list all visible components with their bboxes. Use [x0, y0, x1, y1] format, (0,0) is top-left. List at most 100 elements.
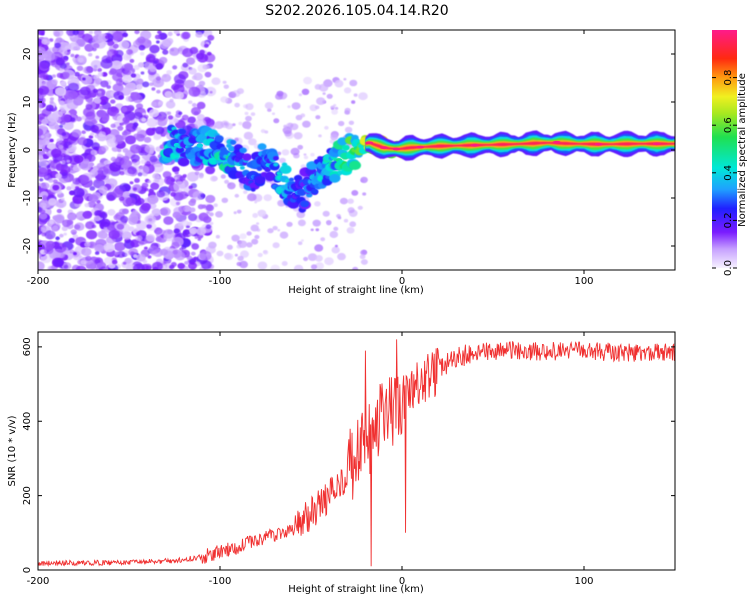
ridge-blob: [230, 140, 236, 145]
y-tick-label: 600: [22, 337, 33, 356]
noise-blob: [348, 207, 355, 213]
noise-blob: [189, 227, 197, 234]
noise-blob: [122, 131, 128, 136]
noise-blob: [138, 62, 144, 67]
noise-blob: [36, 186, 41, 190]
noise-blob: [102, 116, 110, 122]
noise-blob: [351, 190, 358, 196]
noise-blob: [41, 39, 48, 45]
noise-blob: [130, 59, 135, 63]
noise-blob: [156, 90, 161, 94]
noise-blob: [324, 126, 329, 130]
noise-blob: [145, 188, 149, 191]
ridge-core: [197, 143, 203, 147]
noise-blob: [119, 40, 130, 49]
noise-blob: [123, 191, 130, 197]
noise-blob: [314, 244, 323, 252]
noise-blob: [86, 262, 95, 270]
noise-blob: [243, 190, 247, 194]
noise-blob: [45, 230, 56, 239]
noise-blob: [117, 153, 121, 156]
noise-blob: [41, 32, 45, 35]
noise-blob: [204, 44, 209, 48]
noise-blob: [133, 78, 137, 81]
colorbar-tick-label: 0.2: [723, 212, 734, 228]
noise-blob: [141, 118, 146, 122]
noise-blob: [319, 84, 328, 92]
noise-blob: [223, 81, 227, 84]
y-tick-label: 10: [22, 96, 33, 109]
noise-blob: [169, 47, 179, 56]
noise-blob: [316, 228, 320, 231]
noise-blob: [256, 222, 259, 225]
noise-blob: [84, 203, 89, 207]
noise-blob: [80, 260, 86, 265]
noise-blob: [99, 186, 108, 194]
ridge-blob: [273, 163, 278, 167]
noise-blob: [56, 199, 67, 208]
ridge-peak: [365, 141, 373, 144]
noise-blob: [59, 101, 65, 106]
ridge-blob: [299, 190, 304, 194]
noise-blob: [59, 125, 63, 128]
colorbar-tick-label: 0.0: [723, 260, 734, 276]
noise-blob: [327, 222, 332, 226]
noise-blob: [88, 100, 93, 104]
noise-blob: [344, 219, 348, 223]
ridge-peak: [380, 146, 388, 149]
colorbar-label: Normalized spectral amplitude: [737, 73, 748, 227]
noise-blob: [248, 138, 257, 145]
noise-blob: [48, 178, 53, 182]
noise-blob: [210, 91, 213, 94]
noise-blob: [110, 107, 117, 113]
noise-blob: [231, 235, 239, 242]
noise-blob: [247, 127, 250, 130]
noise-blob: [51, 149, 62, 158]
ridge-blob: [255, 176, 266, 184]
noise-blob: [159, 40, 170, 49]
noise-blob: [257, 210, 266, 217]
noise-blob: [144, 247, 148, 250]
noise-blob: [175, 92, 184, 100]
noise-blob: [251, 112, 256, 116]
noise-blob: [95, 251, 99, 255]
noise-blob: [199, 81, 206, 87]
noise-blob: [201, 260, 212, 269]
noise-blob: [55, 87, 66, 96]
noise-blob: [157, 116, 165, 122]
noise-blob: [146, 54, 156, 62]
noise-blob: [347, 227, 355, 234]
noise-blob: [149, 82, 153, 86]
noise-blob: [73, 165, 81, 172]
noise-blob: [73, 30, 80, 35]
noise-blob: [148, 246, 159, 255]
noise-blob: [125, 82, 136, 91]
noise-blob: [156, 40, 160, 43]
noise-blob: [192, 103, 197, 107]
noise-blob: [302, 89, 310, 95]
noise-blob: [77, 137, 87, 145]
noise-blob: [298, 220, 306, 227]
ridge-blob: [342, 145, 350, 151]
noise-blob: [222, 198, 229, 203]
noise-blob: [361, 259, 368, 265]
noise-blob: [72, 178, 80, 185]
noise-blob: [206, 204, 214, 211]
noise-blob: [335, 245, 338, 248]
noise-blob: [227, 182, 236, 189]
noise-blob: [323, 211, 330, 217]
noise-blob: [133, 187, 137, 190]
noise-blob: [99, 105, 104, 109]
noise-blob: [41, 135, 45, 138]
noise-blob: [48, 113, 59, 122]
noise-blob: [55, 243, 67, 253]
noise-blob: [141, 159, 147, 164]
noise-blob: [39, 105, 44, 109]
noise-blob: [358, 206, 363, 210]
noise-blob: [93, 89, 98, 93]
noise-blob: [44, 52, 56, 62]
noise-blob: [100, 80, 108, 87]
noise-blob: [38, 86, 49, 95]
noise-blob: [105, 35, 110, 39]
noise-blob: [149, 109, 159, 118]
